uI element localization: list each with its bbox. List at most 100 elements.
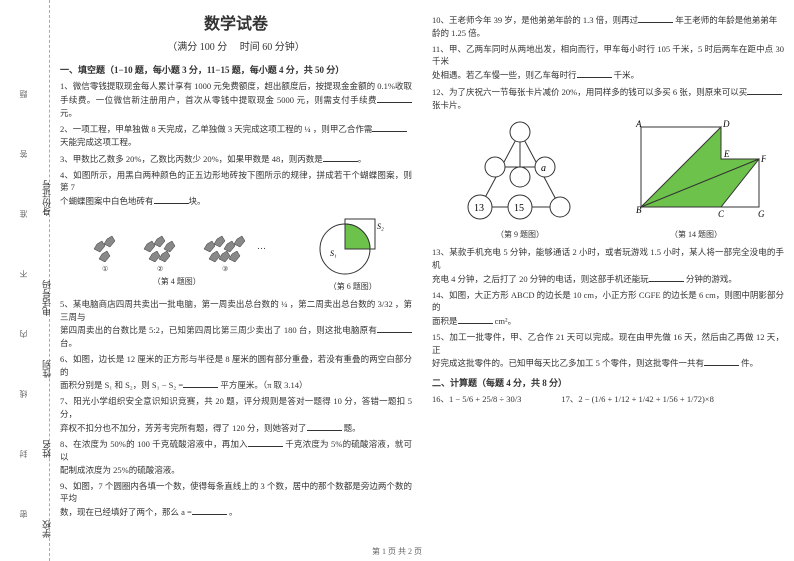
q3-end: 。: [358, 154, 367, 164]
fig14-caption: （第 14 题图）: [626, 229, 766, 240]
blank: [638, 13, 673, 23]
circle-square-figure: S₁ S₂: [315, 214, 390, 279]
seal-char-2: 线: [18, 390, 29, 398]
question-11: 11、甲、乙两车同时从两地出发，相向而行，甲车每小时行 105 千米，5 时后两…: [432, 43, 784, 82]
fig14-container: A B C D E F G （第 14 题图）: [626, 117, 766, 240]
figure-row-1: ① ②: [60, 214, 412, 292]
q10b-text: 年王老师的年龄是他弟弟年: [675, 15, 777, 25]
fig4-caption: （第 4 题图）: [82, 276, 272, 287]
question-3: 3、甲数比乙数多 20%，乙数比丙数少 20%，如果甲数是 48，则丙数是 。: [60, 152, 412, 166]
q7-end: 题。: [344, 423, 361, 433]
q13b-text: 充电 4 分钟，之后打了 20 分钟的电话，则这部手机还能玩: [432, 274, 649, 284]
blank: [377, 323, 412, 333]
seal-char-7: 题: [18, 90, 29, 98]
q17-text: 17、2 − (1/6 + 1/12 + 1/42 + 1/56 + 1/72)…: [561, 393, 713, 406]
q15b-text: 好完成这批零件的。已知甲每天比乙多加工 5 个零件，则这批零件一共有: [432, 358, 704, 368]
q16-text: 16、1 − 5/6 + 25/8 ÷ 30/3: [432, 393, 521, 406]
q6-end: 平方厘米。（π 取 3.14）: [220, 380, 307, 390]
q11-end: 千米。: [614, 70, 640, 80]
q4a-text: 4、如图所示，用黑白两种颜色的正五边形地砖按下图所示的规律，拼成若干个蝴蝶图案，…: [60, 170, 412, 193]
q14-end: cm²。: [495, 316, 516, 326]
svg-text:A: A: [635, 119, 642, 129]
q15-end: 件。: [741, 358, 758, 368]
question-10: 10、王老师今年 39 岁，是他弟弟年龄的 1.3 倍，则再过 年王老师的年龄是…: [432, 13, 784, 40]
q4b-text: 个蝴蝶图案中白色地砖有: [60, 196, 154, 206]
blank: [154, 194, 189, 204]
question-7: 7、阳光小学组织安全意识知识竞赛，共 20 题，评分规则是答对一题得 10 分，…: [60, 395, 412, 434]
question-9: 9、如图，7 个圆圈内各填一个数，使得每条直线上的 3 个数，居中的那个数都是旁…: [60, 480, 412, 519]
section1-heading: 一、填空题（1−10 题，每小题 3 分，11−15 题，每小题 4 分，共 5…: [60, 63, 412, 76]
q5-end: 台。: [60, 338, 77, 348]
q10c-text: 龄的 1.25 倍。: [432, 28, 485, 38]
q11a-text: 11、甲、乙两车同时从两地出发，相向而行，甲车每小时行 105 千米，5 时后两…: [432, 44, 784, 67]
q3-text: 3、甲数比乙数多 20%，乙数比丙数少 20%，如果甲数是 48，则丙数是: [60, 154, 323, 164]
q7b-text: 弃权不扣分也不加分，芳芳考完所有题，得了 120 分，则她答对了: [60, 423, 307, 433]
circle-graph-figure: 13 15 a: [450, 117, 590, 227]
binding-label-name: 姓名: [40, 440, 53, 458]
fig6-container: S₁ S₂ （第 6 题图）: [315, 214, 390, 292]
svg-text:D: D: [722, 119, 730, 129]
q14b-text: 面积是: [432, 316, 458, 326]
blank: [649, 272, 684, 282]
q2b-text: 天能完成这项工程。: [60, 137, 137, 147]
fig9-caption: （第 9 题图）: [450, 229, 590, 240]
blank: [372, 122, 407, 132]
node-13: 13: [474, 203, 484, 214]
blank: [458, 314, 493, 324]
q12b-text: 张卡片。: [432, 100, 466, 110]
q12a-text: 12、为了庆祝六一节每张卡片减价 20%，用同样多的钱可以多买 6 张，则原来可…: [432, 87, 747, 97]
svg-text:E: E: [723, 149, 730, 159]
binding-margin: 学校 姓名 性别 电话号码 身份证号 密 封 线 内 不 准 答 题: [0, 0, 50, 561]
squares-triangle-figure: A B C D E F G: [626, 117, 766, 227]
svg-text:C: C: [718, 209, 725, 219]
seal-char-3: 内: [18, 330, 29, 338]
question-15: 15、加工一批零件，甲、乙合作 21 天可以完成。现在由甲先做 16 天，然后由…: [432, 331, 784, 370]
s1-label: S₁: [330, 249, 337, 258]
binding-label-phone: 电话号码: [40, 280, 53, 316]
left-column: 数学试卷 （满分 100 分 时间 60 分钟） 一、填空题（1−10 题，每小…: [60, 10, 412, 541]
right-column: 10、王老师今年 39 岁，是他弟弟年龄的 1.3 倍，则再过 年王老师的年龄是…: [432, 10, 784, 541]
seal-char-6: 答: [18, 150, 29, 158]
svg-text:①: ①: [102, 265, 108, 273]
q6b-text: 面积分别是 S₁ 和 S₂，则 S₁ − S₂ =: [60, 380, 183, 390]
blank: [307, 421, 342, 431]
question-12: 12、为了庆祝六一节每张卡片减价 20%，用同样多的钱可以多买 6 张，则原来可…: [432, 85, 784, 112]
q5b-text: 第四周卖出的台数比是 5:2，已知第四周比第三周少卖出了 180 台，则这批电脑…: [60, 325, 377, 335]
q13-end: 分钟的游戏。: [686, 274, 737, 284]
q11b-text: 处相遇。若乙车慢一些，则乙车每时行: [432, 70, 577, 80]
svg-text:…: …: [257, 241, 266, 251]
blank: [323, 152, 358, 162]
svg-text:F: F: [760, 154, 766, 164]
q1-end: 元。: [60, 108, 77, 118]
q8a-text: 8、在浓度为 50%的 100 千克硫酸溶液中，再加入: [60, 439, 248, 449]
q9a-text: 9、如图，7 个圆圈内各填一个数，使得每条直线上的 3 个数，居中的那个数都是旁…: [60, 481, 412, 504]
page-content: 数学试卷 （满分 100 分 时间 60 分钟） 一、填空题（1−10 题，每小…: [60, 10, 784, 541]
page-footer: 第 1 页 共 2 页: [0, 546, 794, 557]
section2-heading: 二、计算题（每题 4 分，共 8 分）: [432, 376, 784, 389]
fig6-caption: （第 6 题图）: [315, 281, 390, 292]
question-13: 13、某款手机充电 5 分钟，能够通话 2 小时，或者玩游戏 1.5 小时，某人…: [432, 246, 784, 285]
s2-label: S₂: [377, 222, 384, 231]
svg-text:G: G: [758, 209, 765, 219]
q9-end: 。: [229, 507, 238, 517]
question-5: 5、某电脑商店四周共卖出一批电脑，第一周卖出总台数的 ¼ ，第二周卖出总台数的 …: [60, 298, 412, 350]
blank: [747, 85, 782, 95]
node-15: 15: [514, 203, 524, 214]
exam-subtitle: （满分 100 分 时间 60 分钟）: [60, 38, 412, 53]
seal-char-1: 封: [18, 450, 29, 458]
q8c-text: 配制成浓度为 25%的硫酸溶液。: [60, 465, 180, 475]
svg-text:③: ③: [222, 265, 228, 273]
question-6: 6、如图，边长是 12 厘米的正方形与半径是 8 厘米的圆有部分重叠，若没有重叠…: [60, 353, 412, 392]
question-1: 1、微信零钱提取现金每人累计享有 1000 元免费额度，超出额度后，按提现金金额…: [60, 80, 412, 119]
q6a-text: 6、如图，边长是 12 厘米的正方形与半径是 8 厘米的圆有部分重叠，若没有重叠…: [60, 354, 412, 377]
q14a-text: 14、如图，大正方形 ABCD 的边长是 10 cm，小正方形 CGFE 的边长…: [432, 290, 784, 313]
q5a-text: 5、某电脑商店四周共卖出一批电脑，第一周卖出总台数的 ¼ ，第二周卖出总台数的 …: [60, 299, 412, 322]
q1-text: 1、微信零钱提取现金每人累计享有 1000 元免费额度，超出额度后，按提现金金额…: [60, 81, 412, 105]
figure-row-2: 13 15 a （第 9 题图） A B C D E F: [432, 117, 784, 240]
q2a-text: 2、一项工程，甲单独做 8 天完成，乙单独做 3 天完成这项工程的 ¼ ，则甲乙…: [60, 124, 372, 134]
q9b-text: 数，现在已经填好了两个，那么 a =: [60, 507, 192, 517]
q7a-text: 7、阳光小学组织安全意识知识竞赛，共 20 题，评分规则是答对一题得 10 分，…: [60, 396, 412, 419]
question-2: 2、一项工程，甲单独做 8 天完成，乙单独做 3 天完成这项工程的 ¼ ，则甲乙…: [60, 122, 412, 149]
question-14: 14、如图，大正方形 ABCD 的边长是 10 cm，小正方形 CGFE 的边长…: [432, 289, 784, 328]
seal-char-5: 准: [18, 210, 29, 218]
